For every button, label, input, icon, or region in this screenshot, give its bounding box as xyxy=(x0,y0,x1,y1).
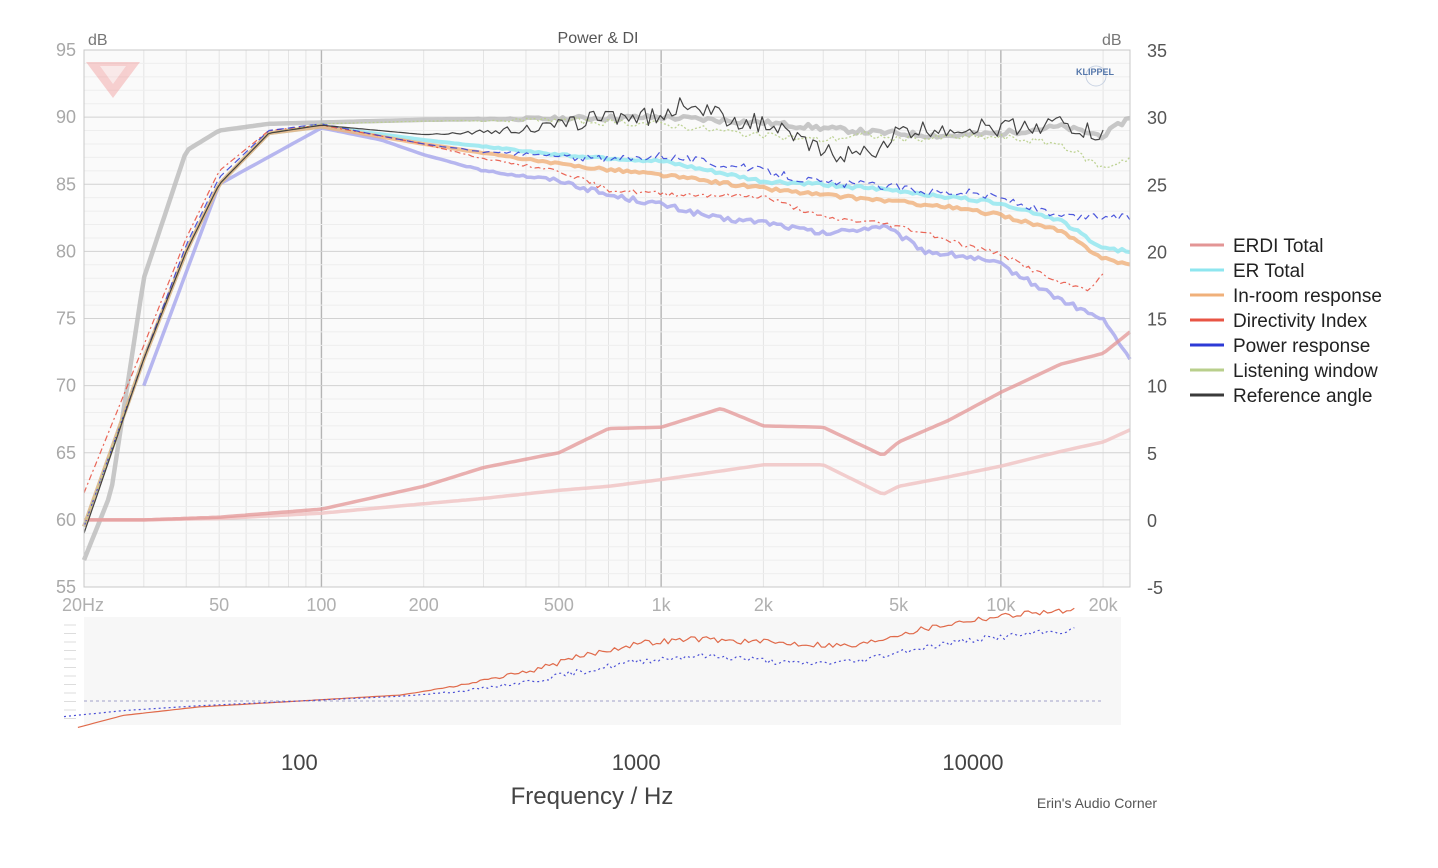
y-right-tick-label: 5 xyxy=(1147,444,1157,464)
y-left-unit: dB xyxy=(88,32,108,49)
x-tick-label: 20k xyxy=(1089,595,1119,615)
y-right-tick-label: 20 xyxy=(1147,242,1167,262)
y-left-tick-label: 55 xyxy=(56,577,76,597)
x-tick-label: 100 xyxy=(306,595,336,615)
y-left-tick-label: 95 xyxy=(56,40,76,60)
y-left-tick-label: 70 xyxy=(56,376,76,396)
credit-text: Erin's Audio Corner xyxy=(1037,795,1158,811)
sub-x-ticks: 100 1000 10000 xyxy=(281,750,1004,775)
legend-label: Listening window xyxy=(1233,361,1378,382)
legend-label: Directivity Index xyxy=(1233,311,1368,332)
legend-label: Reference angle xyxy=(1233,386,1372,407)
sub-series xyxy=(63,607,1075,728)
y-left-tick-label: 90 xyxy=(56,107,76,127)
y-right-tick-label: 0 xyxy=(1147,511,1157,531)
y-left-tick-label: 80 xyxy=(56,241,76,261)
main-series xyxy=(81,97,1132,561)
x-tick-label: 2k xyxy=(754,595,774,615)
chart-title: Power & DI xyxy=(558,30,639,47)
sub-x-tick-label: 100 xyxy=(281,750,318,775)
erdi-totalline xyxy=(84,330,1132,522)
legend-label: ER Total xyxy=(1233,261,1304,282)
erdi-secondary-line xyxy=(84,428,1131,522)
legend-label: Power response xyxy=(1233,336,1370,357)
main-plot-frame xyxy=(83,49,1131,588)
y-right-tick-label: 35 xyxy=(1147,41,1167,61)
y-right-tick-label: -5 xyxy=(1147,578,1163,598)
y-left-ticks: 95 90 85 80 75 70 65 60 55 xyxy=(56,40,76,597)
y-left-tick-label: 60 xyxy=(56,510,76,530)
x-tick-label: 20Hz xyxy=(62,595,104,615)
y-right-tick-label: 25 xyxy=(1147,175,1167,195)
y-left-tick-label: 65 xyxy=(56,443,76,463)
y-right-unit: dB xyxy=(1102,32,1122,49)
x-tick-label: 10k xyxy=(986,595,1016,615)
reference-angleline xyxy=(83,97,1104,534)
sub-series-line xyxy=(63,627,1075,718)
x-axis-label: Frequency / Hz xyxy=(511,783,674,810)
power-responseline xyxy=(83,123,1131,527)
klippel-logo: KLIPPEL xyxy=(1076,65,1115,87)
y-right-tick-label: 10 xyxy=(1147,377,1167,397)
x-tick-label: 5k xyxy=(889,595,909,615)
sub-x-tick-label: 10000 xyxy=(942,750,1003,775)
y-left-tick-label: 75 xyxy=(56,309,76,329)
sub-x-tick-label: 1000 xyxy=(612,750,661,775)
legend: ERDI Total ER Total In-room response Direct… xyxy=(1190,236,1382,407)
y-left-tick-label: 85 xyxy=(56,174,76,194)
x-tick-label: 50 xyxy=(209,595,229,615)
y-right-tick-label: 15 xyxy=(1147,310,1167,330)
sub-series-line xyxy=(77,607,1075,728)
x-tick-label: 200 xyxy=(409,595,439,615)
sub-plot-area xyxy=(84,617,1121,725)
x-tick-label: 500 xyxy=(544,595,574,615)
x-tick-label: 1k xyxy=(652,595,672,615)
x-ticks: 20Hz 50 100 200 500 1k 2k 5k 10k 20k xyxy=(62,595,1119,615)
directivity-indexline xyxy=(83,124,1104,494)
legend-label: In-room response xyxy=(1233,286,1382,307)
sub-grid xyxy=(64,624,1101,719)
y-right-tick-label: 30 xyxy=(1147,108,1167,128)
power-response-avg-line xyxy=(142,126,1132,387)
legend-label: ERDI Total xyxy=(1233,236,1323,257)
brand-logo-icon xyxy=(86,62,140,98)
klippel-logo-text: KLIPPEL xyxy=(1076,67,1115,77)
y-right-ticks: 35 30 25 20 15 10 5 0 -5 xyxy=(1147,41,1167,598)
